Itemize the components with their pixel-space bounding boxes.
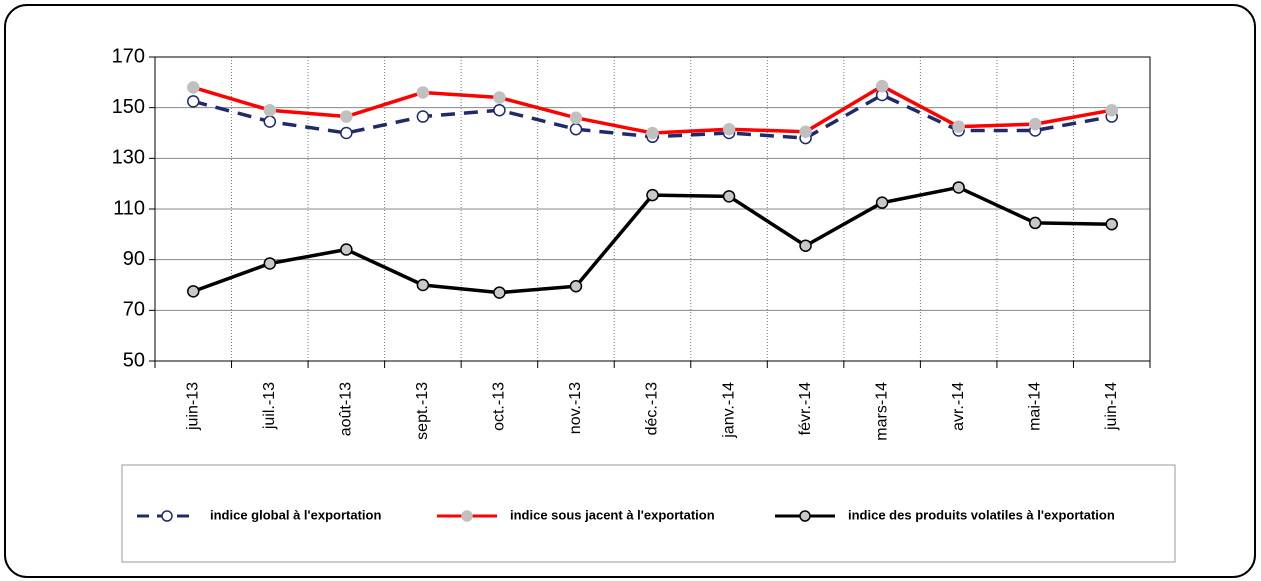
x-tick-label: nov.-13 xyxy=(567,382,584,434)
point xyxy=(722,122,736,136)
point xyxy=(569,280,583,293)
point xyxy=(416,278,430,292)
point xyxy=(569,111,583,125)
x-tick-label: févr.-14 xyxy=(797,382,814,435)
point xyxy=(187,95,200,108)
x-tick-label: mars-14 xyxy=(873,382,890,441)
point xyxy=(1105,103,1118,117)
point xyxy=(722,190,736,203)
x-tick-label: déc.-13 xyxy=(644,382,661,435)
x-tick-label: janv.-14 xyxy=(720,382,737,439)
point xyxy=(493,91,506,104)
legend-marker xyxy=(461,510,473,522)
point xyxy=(263,103,277,117)
point xyxy=(187,285,200,298)
point xyxy=(952,181,965,194)
point xyxy=(340,126,353,140)
point xyxy=(263,257,277,270)
y-tick-label: 110 xyxy=(113,197,145,219)
x-tick-label: sept.-13 xyxy=(414,382,431,440)
point xyxy=(340,243,353,256)
point xyxy=(799,125,812,138)
y-tick-label: 70 xyxy=(123,299,145,321)
legend-label: indice global à l'exportation xyxy=(210,507,381,522)
point xyxy=(952,120,965,133)
x-tick-label: juin-14 xyxy=(1103,382,1120,431)
legend-marker xyxy=(161,510,173,522)
x-tick-label: août-13 xyxy=(338,382,355,436)
x-tick-label: avr.-14 xyxy=(950,382,967,431)
legend-marker xyxy=(799,510,811,522)
frame xyxy=(4,4,1256,578)
point xyxy=(416,110,430,123)
x-tick-label: mai-14 xyxy=(1026,382,1043,431)
point xyxy=(263,115,277,128)
point xyxy=(416,86,430,99)
point xyxy=(187,81,200,94)
point xyxy=(799,239,812,252)
y-tick-label: 170 xyxy=(112,45,145,67)
point xyxy=(493,103,506,117)
x-tick-label: juil.-13 xyxy=(261,382,278,430)
point xyxy=(1028,117,1042,131)
point xyxy=(646,188,659,202)
x-tick-label: oct.-13 xyxy=(491,382,508,431)
x-tick-label: juin-13 xyxy=(184,382,201,431)
y-tick-label: 90 xyxy=(123,248,145,270)
plot-border xyxy=(154,56,1151,362)
point xyxy=(493,286,506,299)
point xyxy=(875,196,889,209)
legend-label: indice sous jacent à l'exportation xyxy=(510,507,715,522)
point xyxy=(569,122,583,136)
point xyxy=(646,126,659,140)
point xyxy=(1028,216,1042,230)
y-tick-label: 150 xyxy=(112,96,145,118)
point xyxy=(340,110,353,123)
legend-box xyxy=(121,464,1176,563)
legend-label: indice des produits volatiles à l'export… xyxy=(848,507,1115,522)
y-tick-label: 50 xyxy=(123,349,145,371)
point xyxy=(1105,217,1118,231)
point xyxy=(875,79,889,93)
y-tick-label: 130 xyxy=(112,147,145,169)
